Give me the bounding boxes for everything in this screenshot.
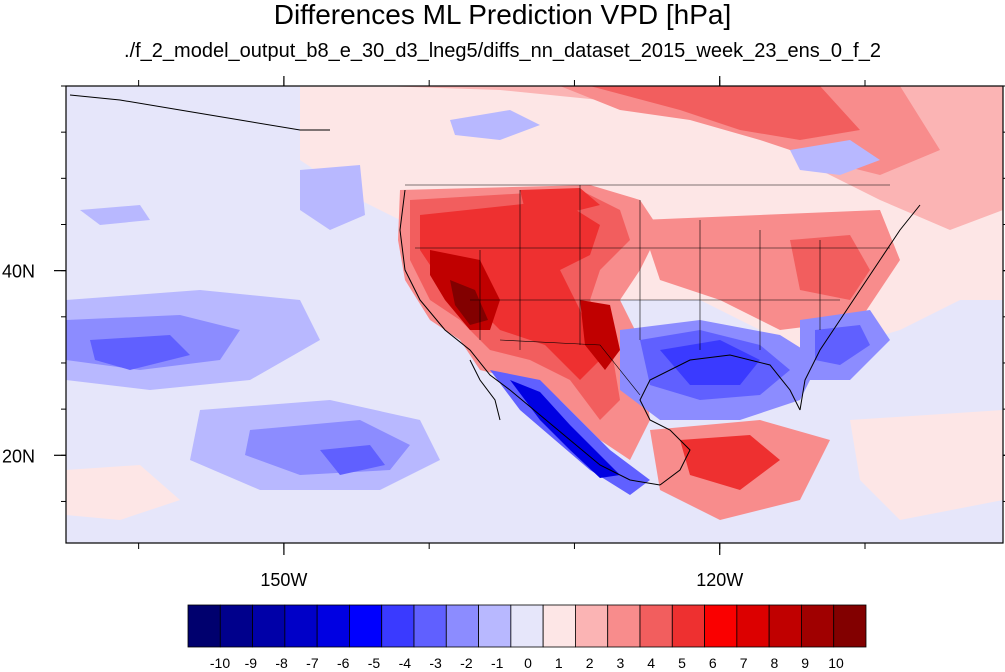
colorbar-swatch [252, 604, 286, 648]
colorbar-label: -6 [337, 655, 350, 671]
colorbar-label: 8 [771, 655, 779, 671]
colorbar-swatch [607, 604, 641, 648]
colorbar-label: -1 [491, 655, 504, 671]
lat-tick-label: 40N [2, 262, 35, 282]
colorbar-label: -2 [460, 655, 473, 671]
map-title: Differences ML Prediction VPD [hPa] [273, 0, 732, 30]
colorbar-swatch [349, 604, 383, 648]
colorbar-swatch [510, 604, 544, 648]
map-subtitle: ./f_2_model_output_b8_e_30_d3_lneg5/diff… [124, 40, 881, 62]
colorbar-swatch [801, 604, 835, 648]
colorbar-label: -7 [306, 655, 319, 671]
colorbar-swatch [639, 604, 673, 648]
colorbar-swatch [575, 604, 609, 648]
colorbar-label: -10 [210, 655, 230, 671]
colorbar-swatch [445, 604, 479, 648]
colorbar-swatch [542, 604, 576, 648]
colorbar-swatch [316, 604, 350, 648]
colorbar: -10 -9 -8 -7 -6 -5 -4 -3 -2 -1 0 1 2 3 4 5 6 7 8 9 10 [187, 604, 867, 671]
colorbar-swatch [768, 604, 802, 648]
plot-frame [65, 85, 1004, 544]
colorbar-label: 10 [828, 655, 844, 671]
colorbar-swatch [187, 604, 221, 648]
colorbar-label: 7 [740, 655, 748, 671]
lat-tick-label: 20N [2, 446, 35, 466]
colorbar-label: 9 [801, 655, 809, 671]
colorbar-swatch [381, 604, 415, 648]
colorbar-label: -3 [429, 655, 442, 671]
difference-field [66, 86, 1003, 543]
colorbar-swatch [704, 604, 738, 648]
colorbar-swatch [671, 604, 705, 648]
colorbar-label: 4 [647, 655, 655, 671]
colorbar-swatch [219, 604, 253, 648]
colorbar-label: 5 [678, 655, 686, 671]
colorbar-label: -4 [399, 655, 412, 671]
lon-tick-label: 150W [260, 570, 307, 590]
colorbar-label: -9 [245, 655, 258, 671]
axis-ticks: 150W120W90W40N20N [2, 76, 1005, 590]
colorbar-label: 3 [617, 655, 625, 671]
colorbar-label: 0 [524, 655, 532, 671]
colorbar-label: -8 [275, 655, 288, 671]
borders [405, 184, 890, 396]
colorbar-swatch [413, 604, 447, 648]
colorbar-swatch [478, 604, 512, 648]
colorbar-label: 1 [555, 655, 563, 671]
colorbar-swatch [833, 604, 867, 648]
colorbar-label: 6 [709, 655, 717, 671]
coastlines [69, 94, 921, 486]
colorbar-swatch [284, 604, 318, 648]
colorbar-swatch [736, 604, 770, 648]
lon-tick-label: 120W [696, 570, 743, 590]
colorbar-label: 2 [586, 655, 594, 671]
colorbar-label: -5 [368, 655, 381, 671]
